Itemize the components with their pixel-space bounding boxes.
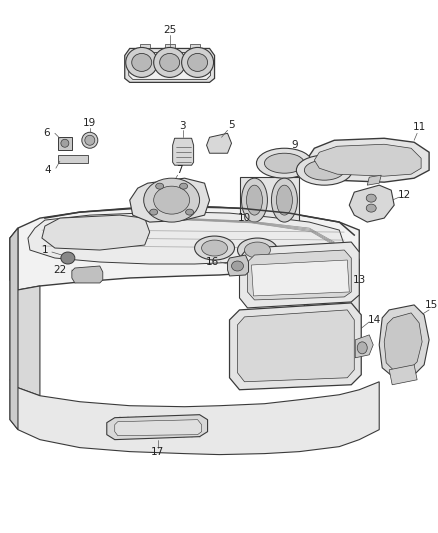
Ellipse shape — [247, 185, 262, 215]
Ellipse shape — [276, 185, 293, 215]
Ellipse shape — [241, 178, 268, 222]
Text: 19: 19 — [83, 118, 96, 128]
Text: 15: 15 — [424, 300, 438, 310]
Ellipse shape — [272, 178, 297, 222]
Polygon shape — [207, 133, 232, 153]
Text: 16: 16 — [206, 257, 219, 267]
Text: 10: 10 — [238, 213, 251, 223]
Ellipse shape — [357, 342, 367, 354]
Ellipse shape — [61, 252, 75, 264]
Polygon shape — [58, 155, 88, 163]
Polygon shape — [130, 178, 209, 222]
Text: 12: 12 — [398, 190, 411, 200]
Polygon shape — [10, 206, 359, 290]
Text: 1: 1 — [42, 245, 48, 255]
Ellipse shape — [160, 53, 180, 71]
Ellipse shape — [61, 139, 69, 147]
Polygon shape — [10, 228, 40, 395]
Polygon shape — [173, 138, 194, 165]
Polygon shape — [190, 44, 200, 49]
Polygon shape — [125, 49, 215, 83]
Polygon shape — [42, 215, 150, 250]
Ellipse shape — [132, 53, 152, 71]
Ellipse shape — [180, 183, 187, 189]
Polygon shape — [107, 415, 208, 440]
Polygon shape — [384, 313, 422, 372]
Ellipse shape — [155, 183, 164, 189]
Ellipse shape — [237, 238, 277, 262]
Polygon shape — [284, 155, 324, 178]
Polygon shape — [367, 175, 381, 185]
Polygon shape — [355, 335, 373, 358]
Ellipse shape — [201, 240, 227, 256]
Polygon shape — [314, 144, 421, 176]
Ellipse shape — [85, 135, 95, 146]
Text: 11: 11 — [413, 122, 426, 132]
Ellipse shape — [186, 209, 194, 215]
Text: 25: 25 — [163, 26, 176, 36]
Polygon shape — [304, 138, 429, 182]
Ellipse shape — [304, 160, 344, 180]
Text: 3: 3 — [179, 122, 186, 131]
Text: 6: 6 — [44, 128, 50, 138]
Text: 14: 14 — [367, 315, 381, 325]
Ellipse shape — [187, 53, 208, 71]
Polygon shape — [115, 419, 201, 435]
Text: 4: 4 — [45, 165, 51, 175]
Text: 22: 22 — [53, 265, 67, 275]
Text: 9: 9 — [291, 140, 298, 150]
Ellipse shape — [144, 178, 200, 222]
Polygon shape — [304, 248, 359, 332]
Polygon shape — [240, 242, 359, 308]
Ellipse shape — [265, 153, 304, 173]
Polygon shape — [349, 185, 394, 222]
Polygon shape — [379, 305, 429, 378]
Polygon shape — [165, 44, 175, 49]
Polygon shape — [251, 260, 349, 296]
Ellipse shape — [244, 242, 270, 258]
Text: 7: 7 — [177, 165, 183, 175]
Ellipse shape — [257, 148, 312, 178]
Ellipse shape — [82, 132, 98, 148]
Text: 13: 13 — [353, 275, 366, 285]
Ellipse shape — [297, 155, 352, 185]
Polygon shape — [129, 52, 211, 79]
Ellipse shape — [366, 194, 376, 202]
Polygon shape — [140, 44, 150, 49]
Polygon shape — [389, 365, 417, 385]
Polygon shape — [247, 250, 351, 300]
Ellipse shape — [154, 47, 186, 77]
Ellipse shape — [126, 47, 158, 77]
Polygon shape — [10, 380, 379, 455]
Polygon shape — [28, 212, 344, 264]
Polygon shape — [230, 303, 361, 390]
Text: 17: 17 — [151, 447, 164, 457]
Polygon shape — [240, 177, 300, 233]
Text: 5: 5 — [228, 120, 235, 130]
Ellipse shape — [232, 261, 244, 271]
Ellipse shape — [194, 236, 234, 260]
Polygon shape — [237, 310, 354, 382]
Ellipse shape — [150, 209, 158, 215]
Polygon shape — [58, 138, 72, 150]
Ellipse shape — [182, 47, 214, 77]
Polygon shape — [227, 255, 248, 276]
Ellipse shape — [366, 204, 376, 212]
Polygon shape — [10, 228, 18, 430]
Polygon shape — [72, 266, 103, 283]
Ellipse shape — [154, 186, 190, 214]
